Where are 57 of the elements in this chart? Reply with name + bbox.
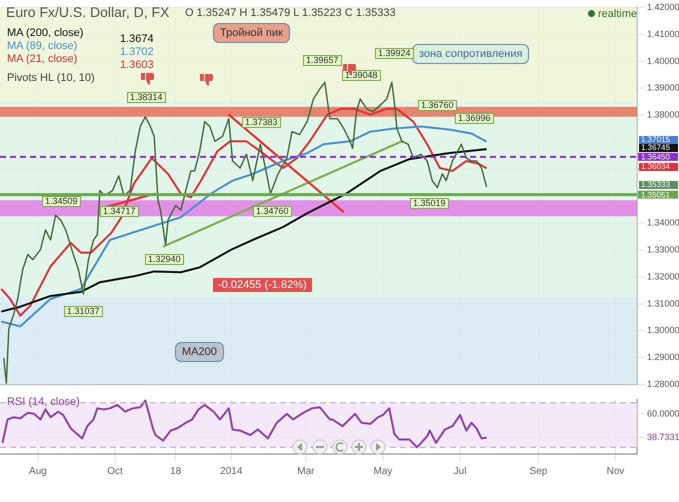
y-tick-label: 38.7331 xyxy=(647,432,679,442)
text: 1.36034 xyxy=(641,162,670,171)
annotation: 1.39048 xyxy=(345,70,378,80)
annotation: MA200 xyxy=(182,346,217,358)
text: MA (200, close) xyxy=(7,27,84,39)
annotation: 1.36996 xyxy=(458,113,491,123)
ref-line-label: 1.35051 xyxy=(641,190,670,200)
series-label: RSI (14, close) xyxy=(7,396,80,408)
y-tick-label: 1.28000 xyxy=(647,379,679,390)
y-tick-label: 1.29000 xyxy=(647,352,679,362)
x-tick-label: 2014 xyxy=(220,466,243,477)
y-tick-label: 1.42000 xyxy=(647,2,679,12)
annotation: 1.35019 xyxy=(413,198,446,208)
annotation: 1.38314 xyxy=(130,92,163,102)
x-tick-label: Aug xyxy=(29,466,47,477)
x-tick-label: Jul xyxy=(454,466,466,477)
y-tick-label: 1.33000 xyxy=(647,244,679,254)
annotation: 1.3702 xyxy=(120,46,154,58)
annotation: Pivots HL (10, 10) xyxy=(7,72,95,84)
ref-line-label: 1.36450 xyxy=(641,152,670,162)
annotation: 1.32940 xyxy=(148,254,181,264)
x-tick-label: Sep xyxy=(530,466,548,477)
text: MA (89, close) xyxy=(7,40,78,52)
annotation: 1.3674 xyxy=(120,33,154,45)
y-tick-label: 60.0000 xyxy=(647,408,679,418)
y-tick-label: 1.30000 xyxy=(647,325,679,336)
y-tick-label: 1.39000 xyxy=(647,82,679,93)
x-tick-label: 18 xyxy=(170,466,182,477)
x-tick-label: Mar xyxy=(297,466,316,477)
x-tick-label: May xyxy=(374,466,392,477)
annotation: 1.34760 xyxy=(256,206,289,216)
annotation: 1.39924 xyxy=(378,48,411,58)
annotation: 1.31037 xyxy=(67,306,100,316)
y-tick-label: 1.41000 xyxy=(647,28,679,39)
y-tick-label: 1.32000 xyxy=(647,271,679,282)
y-tick-label: 1.34000 xyxy=(647,217,679,228)
y-tick-label: 1.40000 xyxy=(647,56,679,66)
annotation: 1.39657 xyxy=(306,55,339,65)
text: 1.37015 xyxy=(641,134,670,144)
annotation: 1.36760 xyxy=(421,100,454,110)
text: 1.36745 xyxy=(641,142,670,152)
annotation: 1.34509 xyxy=(45,196,78,206)
annotation: 1.3603 xyxy=(120,59,154,71)
x-tick-label: Oct xyxy=(107,466,124,477)
text: 1.35333 xyxy=(641,180,670,189)
x-tick-label: Nov xyxy=(606,466,624,477)
annotation: -0.02455 (-1.82%) xyxy=(218,279,307,291)
annotation: зона сопротивления xyxy=(419,48,522,60)
y-tick-label: 1.31000 xyxy=(647,298,679,308)
annotation: 1.37383 xyxy=(245,117,278,127)
chart-title: Euro Fx/U.S. Dollar, D, FX xyxy=(6,4,170,20)
y-tick-label: 1.38000 xyxy=(647,110,679,120)
annotation: realtime xyxy=(598,8,638,20)
annotation: 1.34717 xyxy=(103,206,136,216)
annotation: Тройной пик xyxy=(220,27,283,39)
annotation: O 1.35247 H 1.35479 L 1.35223 C 1.35333 xyxy=(185,7,396,19)
text: MA (21, close) xyxy=(7,53,78,65)
